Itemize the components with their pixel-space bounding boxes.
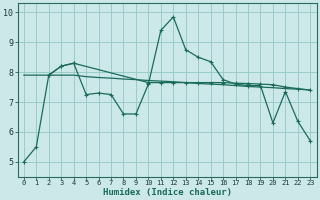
X-axis label: Humidex (Indice chaleur): Humidex (Indice chaleur) [103, 188, 232, 197]
